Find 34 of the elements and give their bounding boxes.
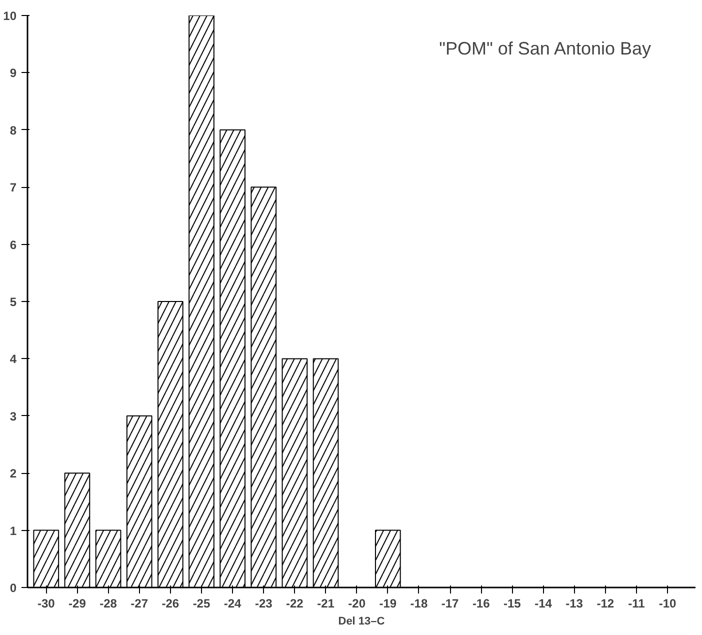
x-tick-label: -29 (68, 596, 86, 610)
x-tick-label: -19 (379, 596, 397, 610)
x-tick-label: -24 (224, 596, 242, 610)
y-tick-label: 7 (10, 180, 17, 195)
y-tick-label: 1 (10, 524, 17, 538)
x-tick-label: -27 (130, 596, 148, 610)
y-tick-label: 5 (10, 295, 17, 309)
x-tick-label: -25 (192, 596, 210, 610)
x-tick-label: -10 (658, 596, 677, 610)
x-tick-label: -18 (410, 596, 428, 610)
y-tick-label: 9 (10, 66, 17, 80)
x-tick-label: -22 (286, 596, 304, 610)
x-tick-label: -15 (504, 596, 522, 610)
x-tick-label: -13 (566, 596, 584, 610)
y-tick-label: 4 (10, 352, 17, 366)
x-tick-label: -30 (37, 596, 56, 610)
x-tick-label: -21 (317, 596, 335, 610)
x-tick-label: -14 (534, 596, 552, 610)
x-tick-label: -23 (254, 596, 273, 610)
text: "POM" of San Antonio Bay (439, 38, 652, 58)
y-tick-label: 8 (10, 123, 17, 138)
y-tick-label: 6 (10, 238, 17, 252)
x-tick-label: -17 (441, 596, 460, 610)
x-tick-label: -28 (100, 596, 118, 610)
x-tick-label: -26 (162, 596, 180, 610)
y-tick-label: 0 (10, 581, 17, 595)
x-tick-label: -20 (348, 596, 366, 610)
y-tick-label: 10 (3, 9, 17, 23)
x-tick-label: -16 (472, 596, 490, 610)
x-tick-label: -12 (596, 596, 614, 610)
y-tick-label: 2 (10, 466, 17, 481)
x-axis-title: Del 13–C (338, 616, 385, 628)
y-tick-label: 3 (10, 409, 17, 424)
x-tick-label: -11 (628, 596, 646, 610)
